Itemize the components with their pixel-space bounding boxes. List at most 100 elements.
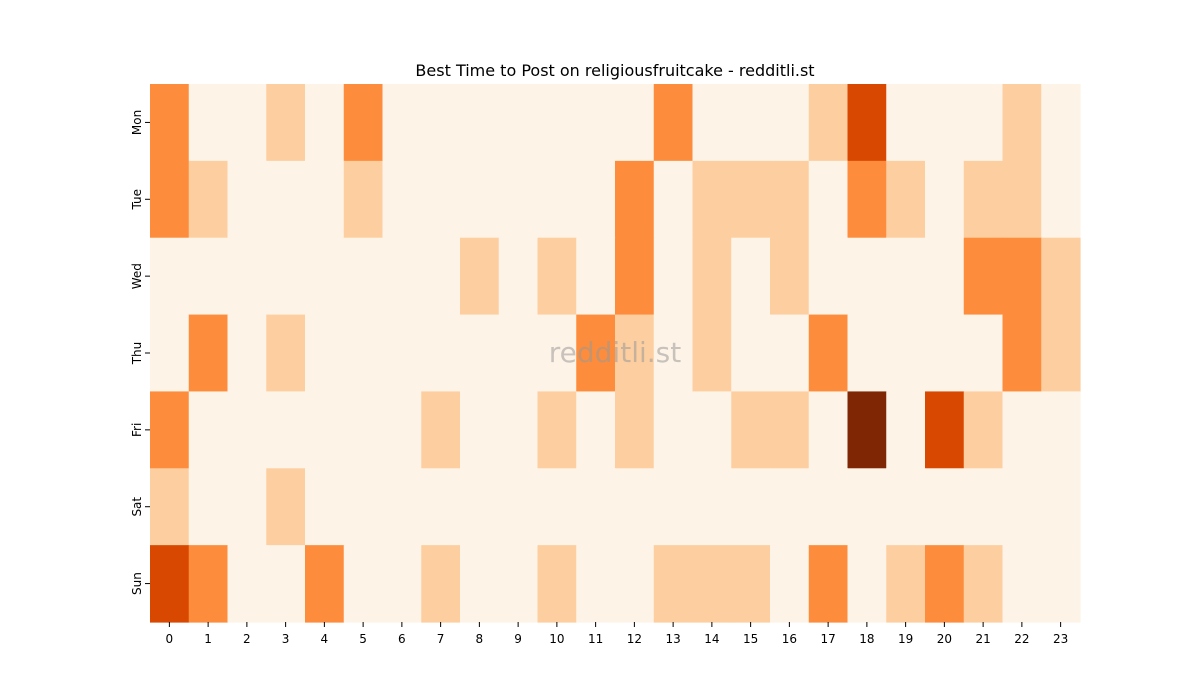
x-tick-label: 20 [937,632,952,646]
heatmap-cell-tue-9 [498,160,539,239]
heatmap-cell-wed-14 [692,237,732,316]
x-tick-label: 10 [549,632,564,646]
heatmap-cell-sun-10 [537,545,577,623]
heatmap-cell-sun-4 [305,545,345,623]
heatmap-cell-fri-12 [615,391,655,469]
y-tick-label: Mon [130,110,144,135]
heatmap-cell-mon-15 [731,84,771,162]
heatmap-cell-wed-4 [305,237,345,316]
heatmap-cell-sun-2 [227,545,267,623]
y-tick-label: Wed [130,263,144,289]
heatmap-cell-sat-8 [460,468,500,546]
heatmap-cell-sun-22 [1002,545,1042,623]
heatmap-cell-thu-4 [305,314,345,393]
heatmap-cell-thu-5 [343,314,384,393]
heatmap-cell-sat-12 [615,468,655,546]
heatmap-cell-sat-9 [498,468,539,546]
heatmap-cell-thu-15 [731,314,771,393]
heatmap-cell-mon-2 [227,84,267,162]
heatmap-cell-thu-22 [1002,314,1042,393]
heatmap-cell-mon-4 [305,84,345,162]
heatmap-cell-sun-14 [692,545,732,623]
x-tick-label: 14 [704,632,719,646]
heatmap-cell-wed-7 [421,237,461,316]
heatmap-cell-tue-1 [188,160,229,239]
heatmap-cell-mon-13 [653,84,694,162]
heatmap-cell-mon-11 [576,84,616,162]
heatmap-cell-thu-21 [963,314,1004,393]
heatmap-cell-mon-0 [150,84,190,162]
heatmap-cell-wed-22 [1002,237,1042,316]
heatmap-cell-sun-15 [731,545,771,623]
heatmap-cell-sun-9 [498,545,539,623]
heatmap-cell-sun-3 [266,545,306,623]
y-axis: Mon Tue Wed Thu Fri Sat Sun [130,110,150,595]
heatmap-cell-wed-6 [382,237,422,316]
heatmap-cell-wed-1 [188,237,229,316]
heatmap-cell-tue-21 [963,160,1004,239]
heatmap-cell-thu-11 [576,314,616,393]
heatmap-cell-wed-13 [653,237,694,316]
heatmap-cell-wed-2 [227,237,267,316]
x-tick-label: 22 [1014,632,1029,646]
heatmap-cell-tue-12 [615,160,655,239]
heatmap-cell-thu-10 [537,314,577,393]
heatmap-cell-sat-21 [963,468,1004,546]
heatmap-cell-thu-3 [266,314,306,393]
heatmap-cell-sun-13 [653,545,694,623]
heatmap-cell-mon-10 [537,84,577,162]
x-tick-label: 15 [743,632,758,646]
heatmap-cell-mon-14 [692,84,732,162]
heatmap-cell-tue-22 [1002,160,1042,239]
heatmap-cell-fri-15 [731,391,771,469]
heatmap-cell-fri-3 [266,391,306,469]
x-tick-label: 1 [204,632,212,646]
heatmap-cell-sun-6 [382,545,422,623]
x-tick-label: 23 [1053,632,1068,646]
heatmap-cell-mon-22 [1002,84,1042,162]
heatmap-cell-wed-8 [460,237,500,316]
heatmap-cell-mon-5 [343,84,384,162]
heatmap-cell-wed-20 [925,237,965,316]
heatmap-cell-tue-20 [925,160,965,239]
heatmap-cell-mon-19 [886,84,926,162]
heatmap-cell-sat-10 [537,468,577,546]
heatmap-cell-sun-21 [963,545,1004,623]
heatmap-cell-tue-10 [537,160,577,239]
x-tick-label: 9 [514,632,522,646]
heatmap-cell-wed-23 [1041,237,1081,316]
heatmap-cell-mon-6 [382,84,422,162]
heatmap-cell-wed-0 [150,237,190,316]
heatmap-cell-fri-6 [382,391,422,469]
x-tick-label: 17 [820,632,835,646]
heatmap-cell-fri-23 [1041,391,1081,469]
x-tick-label: 18 [859,632,874,646]
heatmap-cell-sat-23 [1041,468,1081,546]
heatmap-cell-sat-16 [770,468,810,546]
heatmap-cell-fri-4 [305,391,345,469]
heatmap-cell-fri-1 [188,391,229,469]
heatmap-cell-tue-11 [576,160,616,239]
heatmap-cell-fri-22 [1002,391,1042,469]
heatmap-cell-thu-18 [847,314,887,393]
heatmap-cell-tue-5 [343,160,384,239]
heatmap-cell-fri-8 [460,391,500,469]
heatmap-cell-sun-8 [460,545,500,623]
heatmap-cell-thu-19 [886,314,926,393]
heatmap-cell-sat-19 [886,468,926,546]
heatmap-cell-sat-6 [382,468,422,546]
heatmap-cell-sat-2 [227,468,267,546]
heatmap-cell-tue-2 [227,160,267,239]
heatmap-cell-thu-12 [615,314,655,393]
heatmap-cell-mon-20 [925,84,965,162]
heatmap-cell-fri-21 [963,391,1004,469]
heatmap-cell-sun-0 [150,545,190,623]
heatmap-cell-mon-3 [266,84,306,162]
x-tick-label: 6 [398,632,406,646]
heatmap-cell-sun-19 [886,545,926,623]
heatmap-cell-sun-12 [615,545,655,623]
x-tick-label: 11 [588,632,603,646]
x-tick-label: 0 [166,632,174,646]
heatmap-cell-wed-16 [770,237,810,316]
heatmap-cell-fri-9 [498,391,539,469]
